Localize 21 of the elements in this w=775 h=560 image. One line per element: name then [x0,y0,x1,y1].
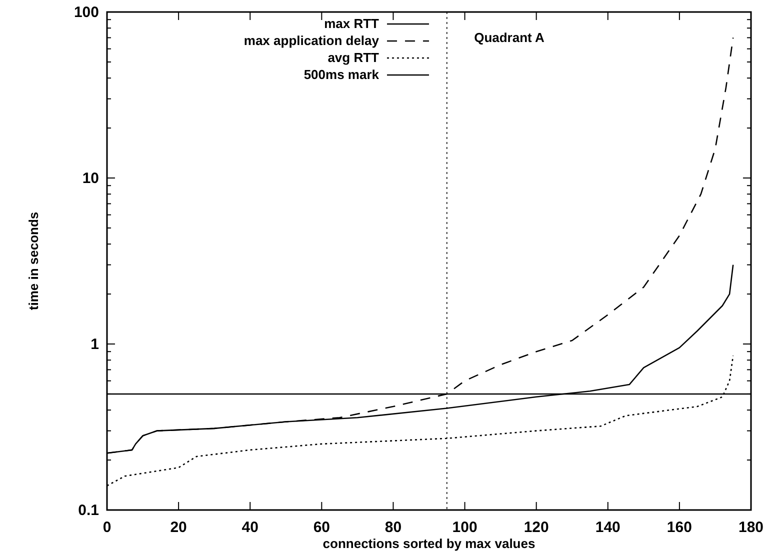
legend-label: max RTT [324,16,380,31]
y-tick-label: 1 [90,336,99,353]
y-tick-label: 0.1 [78,502,99,519]
x-tick-label: 180 [738,519,764,536]
x-tick-label: 0 [102,519,112,536]
x-tick-label: 140 [595,519,620,536]
x-tick-label: 20 [170,519,187,536]
x-tick-label: 40 [242,519,258,536]
x-tick-label: 60 [313,519,330,536]
legend-label: max application delay [244,33,380,48]
y-axis-title: time in seconds [26,212,41,310]
x-tick-label: 160 [666,519,692,536]
y-tick-label: 100 [74,4,99,21]
annotation: Quadrant A [474,30,545,45]
legend-label: avg RTT [328,50,380,65]
x-tick-label: 120 [524,519,549,536]
x-tick-label: 80 [384,519,402,536]
x-tick-label: 100 [452,519,478,536]
legend-label: 500ms mark [304,67,380,82]
y-tick-label: 10 [82,170,99,187]
x-axis-title: connections sorted by max values [322,536,536,551]
